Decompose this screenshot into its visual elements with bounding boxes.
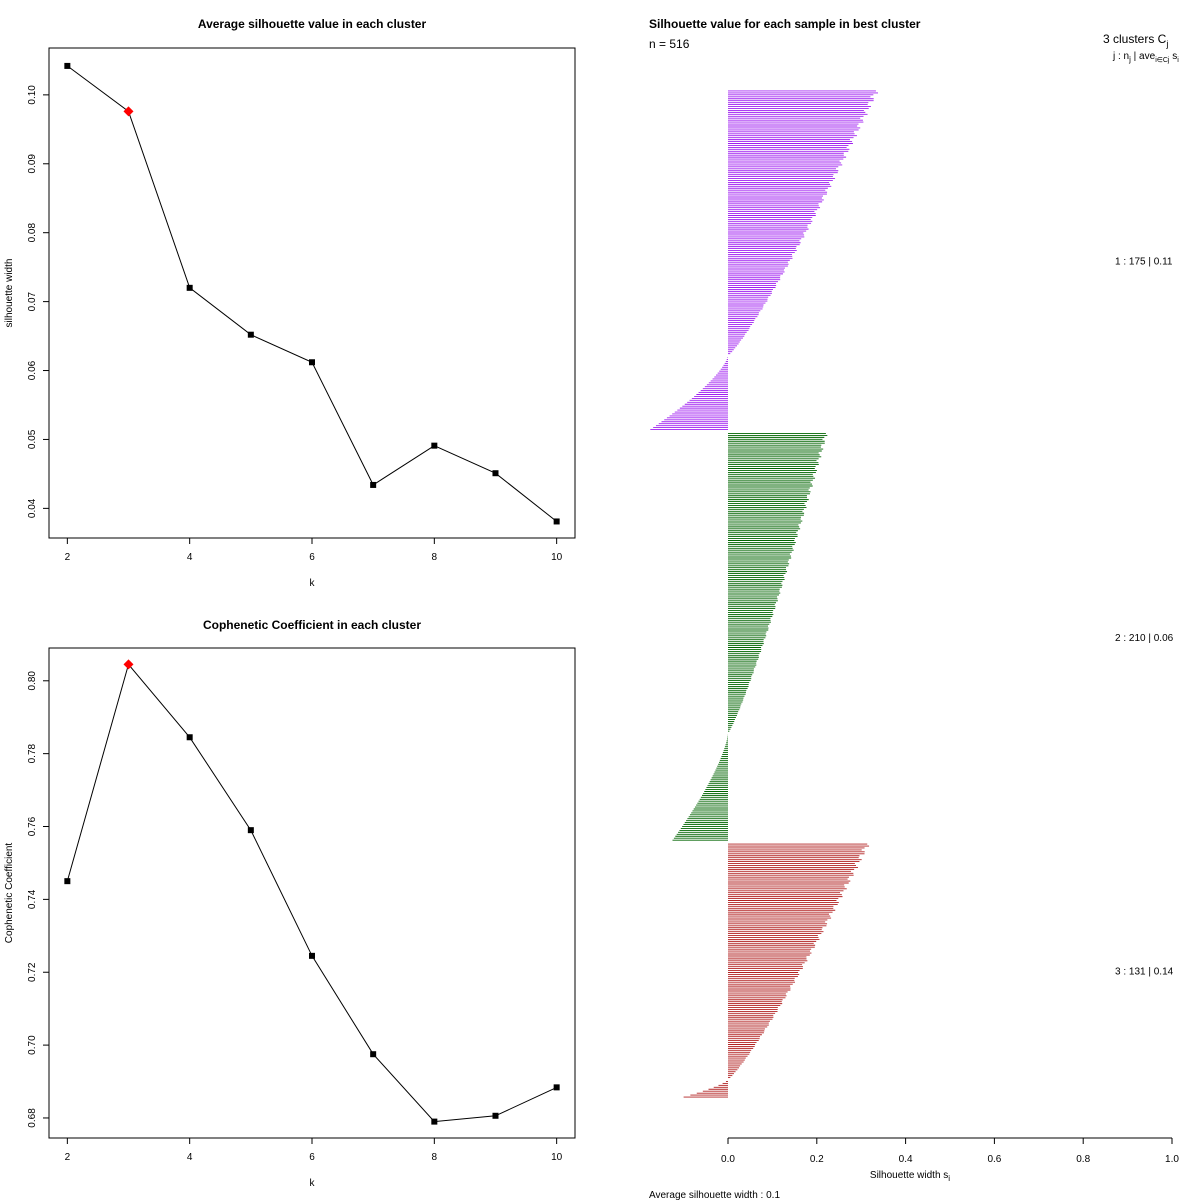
chart2-x-label: k bbox=[310, 1178, 316, 1189]
x-tick-label: 2 bbox=[65, 552, 71, 563]
y-tick-label: 0.78 bbox=[27, 743, 38, 763]
x-tick-label: 8 bbox=[432, 1152, 438, 1163]
x-tick-label: 6 bbox=[309, 552, 315, 563]
silhouette-bars bbox=[650, 90, 878, 1098]
x-tick-label: 0.2 bbox=[810, 1154, 824, 1165]
x-tick-label: 1.0 bbox=[1165, 1154, 1179, 1165]
chart1-y-axis: 0.04 0.05 0.06 0.07 0.08 0.09 0.10 bbox=[27, 85, 49, 518]
x-tick-label: 4 bbox=[187, 552, 193, 563]
cluster-1-label: 1 : 175 | 0.11 bbox=[1115, 256, 1173, 267]
x-tick-label: 8 bbox=[432, 552, 438, 563]
data-point bbox=[247, 827, 254, 834]
chart3-x-label-sub: i bbox=[948, 1174, 950, 1183]
cluster-3-label: 3 : 131 | 0.14 bbox=[1115, 967, 1174, 978]
average-silhouette-width: Average silhouette width : 0.1 bbox=[649, 1190, 780, 1200]
y-tick-label: 0.06 bbox=[27, 360, 38, 380]
best-k-marker bbox=[123, 106, 134, 117]
header-sub-ave: i∈Cj bbox=[1155, 57, 1170, 64]
header-nj-text: j : n bbox=[1112, 51, 1129, 62]
data-point bbox=[370, 1051, 377, 1058]
data-point bbox=[370, 481, 377, 488]
chart2-y-label: Cophenetic Coefficient bbox=[4, 843, 15, 944]
silhouette-bar-plot: Silhouette value for each sample in best… bbox=[649, 17, 1179, 1200]
cluster-1-bars bbox=[650, 90, 878, 430]
data-point bbox=[186, 734, 193, 741]
y-tick-label: 0.80 bbox=[27, 671, 38, 691]
x-tick-label: 2 bbox=[65, 1152, 71, 1163]
cluster-labels: 1 : 175 | 0.11 2 : 210 | 0.06 3 : 131 | 0.… bbox=[1115, 256, 1174, 977]
x-tick-label: 0.8 bbox=[1076, 1154, 1090, 1165]
y-tick-label: 0.08 bbox=[27, 223, 38, 243]
data-point bbox=[64, 878, 71, 885]
cluster-header: 3 clusters Cj j : nj | avei∈Cj si bbox=[1103, 32, 1179, 64]
data-point bbox=[309, 952, 315, 959]
chart3-x-axis: 0.0 0.2 0.4 0.6 0.8 1.0 bbox=[721, 1138, 1179, 1165]
x-tick-label: 0.4 bbox=[899, 1154, 913, 1165]
x-tick-label: 6 bbox=[309, 1152, 315, 1163]
chart2-plot-frame bbox=[48, 647, 576, 1139]
header-clusters-text: 3 clusters C bbox=[1103, 32, 1167, 46]
best-k-marker bbox=[123, 659, 134, 670]
y-tick-label: 0.74 bbox=[27, 889, 38, 909]
data-point bbox=[553, 1084, 560, 1091]
chart2-y-axis: 0.68 0.70 0.72 0.74 0.76 0.78 0.80 bbox=[27, 671, 49, 1128]
header-sub-s: i bbox=[1177, 57, 1179, 64]
chart1-series bbox=[64, 62, 560, 525]
y-tick-label: 0.68 bbox=[27, 1108, 38, 1128]
data-point bbox=[186, 284, 193, 291]
y-tick-label: 0.05 bbox=[27, 429, 38, 449]
chart2-series bbox=[64, 659, 560, 1125]
chart1-x-axis: 2 4 6 8 10 bbox=[65, 538, 563, 563]
x-tick-label: 10 bbox=[551, 552, 563, 563]
svg-text:3 clusters Cj: 3 clusters Cj bbox=[1103, 32, 1168, 49]
y-tick-label: 0.10 bbox=[27, 85, 38, 105]
y-tick-label: 0.07 bbox=[27, 291, 38, 311]
data-point bbox=[64, 62, 71, 69]
chart1-plot-frame bbox=[48, 47, 576, 539]
header-sub-nj: j bbox=[1128, 55, 1131, 64]
chart3-title: Silhouette value for each sample in best… bbox=[649, 17, 921, 31]
silhouette-line-chart: Average silhouette value in each cluster… bbox=[4, 17, 576, 589]
data-point bbox=[247, 331, 254, 338]
cluster-3-bars bbox=[683, 843, 870, 1098]
svg-text:Silhouette width si: Silhouette width si bbox=[870, 1170, 950, 1183]
series-line bbox=[67, 65, 558, 522]
svg-text:j : nj | avei∈Cj si: j : nj | avei∈Cj si bbox=[1112, 51, 1179, 64]
y-tick-label: 0.72 bbox=[27, 962, 38, 982]
chart2-title: Cophenetic Coefficient in each cluster bbox=[203, 618, 421, 632]
chart1-x-label: k bbox=[310, 578, 316, 589]
data-point bbox=[492, 1112, 499, 1119]
cluster-2-label: 2 : 210 | 0.06 bbox=[1115, 633, 1174, 644]
data-point bbox=[492, 470, 499, 477]
chart1-y-label: silhouette width bbox=[4, 259, 15, 328]
data-point bbox=[553, 518, 560, 525]
series-line bbox=[66, 663, 557, 1123]
data-point bbox=[431, 1118, 438, 1125]
cophenetic-line-chart: Cophenetic Coefficient in each cluster 2… bbox=[4, 618, 576, 1189]
y-tick-label: 0.04 bbox=[27, 498, 38, 518]
chart1-title: Average silhouette value in each cluster bbox=[198, 17, 427, 31]
header-s-text: s bbox=[1169, 51, 1177, 62]
n-samples-label: n = 516 bbox=[649, 37, 690, 51]
data-point bbox=[309, 359, 315, 366]
y-tick-label: 0.09 bbox=[27, 154, 38, 174]
x-tick-label: 10 bbox=[551, 1152, 563, 1163]
header-ave-text: | ave bbox=[1131, 51, 1156, 62]
cluster-2-bars bbox=[672, 433, 828, 841]
x-tick-label: 4 bbox=[187, 1152, 193, 1163]
x-tick-label: 0.6 bbox=[987, 1154, 1001, 1165]
chart2-x-axis: 2 4 6 8 10 bbox=[65, 1138, 563, 1163]
x-tick-label: 0.0 bbox=[721, 1154, 735, 1165]
y-tick-label: 0.70 bbox=[27, 1035, 38, 1055]
data-point bbox=[431, 442, 438, 449]
y-tick-label: 0.76 bbox=[27, 816, 38, 836]
chart3-x-label: Silhouette width s bbox=[870, 1170, 948, 1181]
header-sub-j: j bbox=[1165, 39, 1168, 49]
